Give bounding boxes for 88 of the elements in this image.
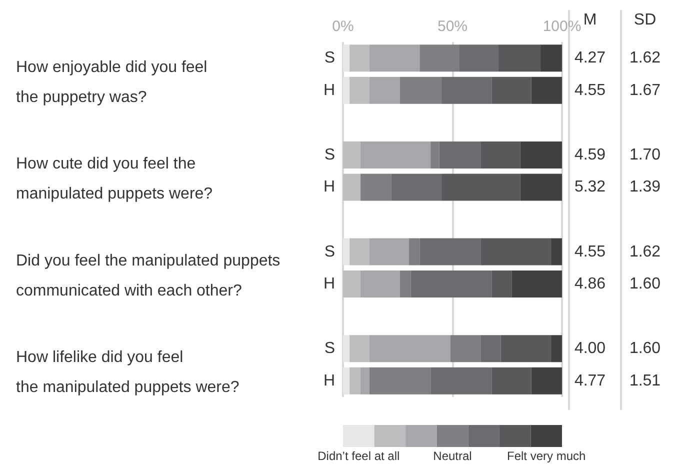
bar bbox=[343, 44, 350, 72]
bar bbox=[551, 335, 562, 362]
bar bbox=[450, 335, 481, 362]
text: 4.00 bbox=[574, 340, 606, 358]
text: 1.67 bbox=[629, 82, 661, 99]
bar bbox=[420, 44, 460, 72]
y-tick-label: H bbox=[323, 372, 335, 390]
bar bbox=[343, 367, 350, 394]
bar bbox=[439, 141, 481, 168]
x-tick-label: 100% bbox=[542, 18, 582, 35]
bar bbox=[520, 141, 562, 168]
y-tick-label: H bbox=[323, 276, 335, 293]
bar bbox=[343, 270, 361, 298]
legend-label: Neutral bbox=[433, 449, 472, 463]
bar bbox=[408, 238, 420, 266]
x-tick-label: 0% bbox=[332, 18, 354, 35]
y-tick-label: S bbox=[324, 243, 335, 260]
text: How enjoyable did you feel the puppetry was? bbox=[16, 58, 208, 106]
bar bbox=[520, 174, 562, 201]
bar bbox=[350, 76, 370, 104]
bar bbox=[343, 174, 361, 201]
bar bbox=[551, 238, 562, 266]
bar bbox=[531, 367, 562, 394]
bar bbox=[391, 174, 442, 201]
text: 4.55 bbox=[574, 82, 606, 99]
bar bbox=[420, 238, 481, 266]
bar bbox=[369, 76, 400, 104]
bar bbox=[400, 270, 411, 298]
bar bbox=[512, 270, 562, 298]
y-tick-label: S bbox=[324, 146, 335, 164]
legend-label: Felt very much bbox=[507, 449, 586, 463]
text: 1.70 bbox=[629, 146, 661, 164]
bar bbox=[360, 141, 431, 168]
text: 1.62 bbox=[629, 243, 661, 260]
bar bbox=[442, 76, 492, 104]
bar bbox=[360, 270, 400, 298]
bar bbox=[369, 367, 431, 394]
text: SD bbox=[634, 12, 656, 28]
bar bbox=[343, 141, 361, 168]
bar bbox=[492, 367, 532, 394]
bar bbox=[343, 76, 350, 104]
y-tick-label: H bbox=[323, 178, 335, 196]
bar bbox=[531, 76, 562, 104]
y-tick-label: H bbox=[323, 82, 335, 99]
bar bbox=[350, 44, 370, 72]
y-tick-label: S bbox=[324, 50, 335, 67]
bar bbox=[350, 238, 370, 266]
bar bbox=[343, 238, 350, 266]
bar bbox=[400, 76, 442, 104]
bar bbox=[369, 335, 450, 362]
bar bbox=[498, 44, 540, 72]
bar bbox=[430, 141, 440, 168]
text: 4.59 bbox=[574, 146, 606, 164]
text: Did you feel the manipulated puppets communicated with each other? bbox=[16, 252, 280, 300]
bar bbox=[492, 76, 532, 104]
bar bbox=[350, 335, 370, 362]
bar bbox=[480, 238, 552, 266]
bar bbox=[459, 44, 498, 72]
bar bbox=[480, 141, 520, 168]
bar bbox=[540, 44, 562, 72]
text: 1.51 bbox=[629, 372, 661, 390]
text: 1.62 bbox=[629, 50, 661, 67]
text: M bbox=[583, 12, 597, 28]
bar bbox=[500, 335, 552, 362]
bar bbox=[480, 335, 501, 362]
bar bbox=[360, 174, 392, 201]
bar bbox=[430, 367, 492, 394]
bar bbox=[369, 44, 420, 72]
bar bbox=[410, 270, 492, 298]
bar bbox=[360, 367, 370, 394]
text: 1.60 bbox=[629, 340, 661, 358]
text: 1.60 bbox=[629, 276, 661, 293]
text: How lifelike did you feel the manipulated puppets were? bbox=[16, 349, 240, 396]
y-tick-label: S bbox=[324, 340, 335, 358]
text: 4.86 bbox=[574, 276, 606, 293]
text: 4.55 bbox=[574, 243, 606, 260]
bar bbox=[343, 335, 350, 362]
text: 4.77 bbox=[574, 372, 606, 390]
bar bbox=[350, 367, 361, 394]
text: 5.32 bbox=[574, 178, 606, 196]
bar bbox=[492, 270, 512, 298]
bar bbox=[369, 238, 409, 266]
bar bbox=[442, 174, 520, 201]
legend-label: Didn’t feel at all bbox=[318, 449, 400, 463]
x-tick-label: 50% bbox=[437, 18, 468, 35]
text: How cute did you feel the manipulated puppets were? bbox=[16, 156, 213, 203]
text: 4.27 bbox=[574, 50, 606, 67]
text: 1.39 bbox=[629, 178, 661, 196]
